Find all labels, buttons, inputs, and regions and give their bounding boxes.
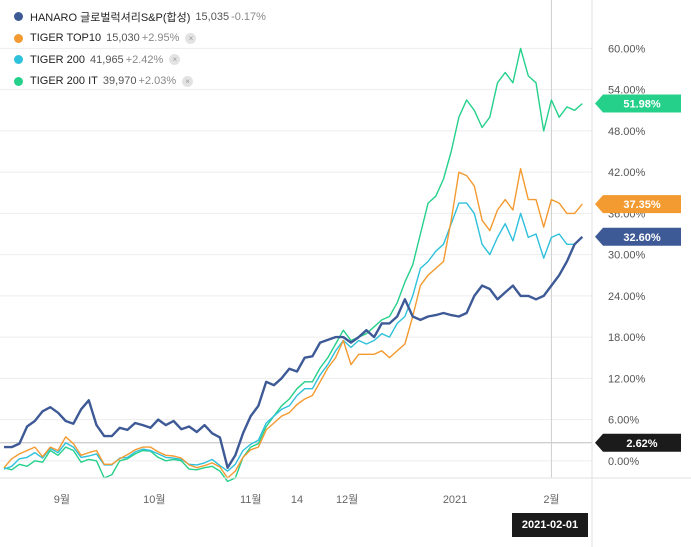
legend-change: +2.95% — [141, 32, 180, 45]
legend-color-dot — [14, 12, 23, 22]
x-tick-label: 11월 — [240, 493, 262, 506]
legend-price: 41,965 — [90, 53, 124, 66]
remove-series-icon[interactable]: × — [169, 54, 181, 66]
end-value-tag — [595, 433, 681, 452]
legend-price: 39,970 — [102, 75, 137, 88]
legend-change: +2.03% — [138, 75, 177, 88]
y-tick-label: 42.00% — [608, 167, 646, 179]
legend-color-dot — [14, 33, 23, 43]
legend-series-name: TIGER TOP10 — [30, 32, 102, 45]
end-value-label: 51.98% — [623, 99, 661, 111]
legend-price: 15,030 — [106, 32, 140, 45]
legend-price: 15,035 — [195, 10, 230, 23]
end-value-tag — [595, 94, 681, 113]
crosshair-date-label: 2021-02-01 — [512, 513, 588, 537]
end-value-tags: 51.98% 37.35% 32.60% 2.62% — [595, 94, 681, 452]
end-value-label: 2.62% — [626, 438, 657, 450]
legend-color-dot — [14, 55, 23, 65]
x-axis: 9월 10월 11월 14 12월 2021 2월 — [54, 493, 560, 506]
x-tick-label: 2021 — [443, 494, 467, 506]
end-value-tag — [595, 195, 681, 214]
legend-color-dot — [14, 76, 23, 86]
y-tick-label: 18.00% — [608, 332, 646, 344]
series-line — [3, 167, 583, 479]
legend-series-name: HANARO 글로벌럭셔리S&P(합성) — [30, 11, 191, 24]
legend-change: -0.17% — [231, 10, 266, 23]
legend-change: +2.42% — [125, 53, 164, 66]
legend-item[interactable]: TIGER 200 IT 39,970 +2.03% × — [14, 71, 266, 93]
x-tick-label: 12월 — [336, 493, 358, 506]
legend-item[interactable]: TIGER 200 41,965 +2.42% × — [14, 49, 266, 71]
legend-item[interactable]: TIGER TOP10 15,030 +2.95% × — [14, 28, 266, 50]
y-tick-label: 24.00% — [608, 291, 646, 303]
remove-series-icon[interactable]: × — [185, 32, 197, 44]
gridlines — [0, 47, 592, 462]
series-lines — [3, 47, 584, 483]
x-tick-label: 2월 — [543, 493, 559, 506]
end-value-tag — [595, 227, 681, 246]
y-tick-label: 48.00% — [608, 126, 646, 138]
series-line — [4, 235, 584, 469]
x-tick-label: 10월 — [143, 493, 165, 506]
y-tick-label: 12.00% — [608, 373, 646, 385]
series-line — [3, 202, 583, 472]
x-tick-label: 9월 — [54, 493, 70, 506]
y-tick-label: 0.00% — [608, 456, 639, 468]
legend-item[interactable]: HANARO 글로벌럭셔리S&P(합성) 15,035 -0.17% — [14, 6, 266, 28]
chart-legend: HANARO 글로벌럭셔리S&P(합성) 15,035 -0.17% TIGER TO… — [14, 6, 266, 92]
y-tick-label: 30.00% — [608, 250, 646, 262]
end-value-label: 32.60% — [623, 232, 661, 244]
y-tick-label: 6.00% — [608, 415, 639, 427]
y-tick-label: 54.00% — [608, 85, 646, 97]
legend-series-name: TIGER 200 IT — [30, 75, 98, 88]
series-line — [3, 47, 583, 483]
legend-series-name: TIGER 200 — [30, 53, 86, 66]
remove-series-icon[interactable]: × — [182, 75, 194, 87]
x-tick-label: 14 — [291, 494, 303, 506]
y-tick-label: 60.00% — [608, 43, 646, 55]
end-value-label: 37.35% — [623, 199, 661, 211]
